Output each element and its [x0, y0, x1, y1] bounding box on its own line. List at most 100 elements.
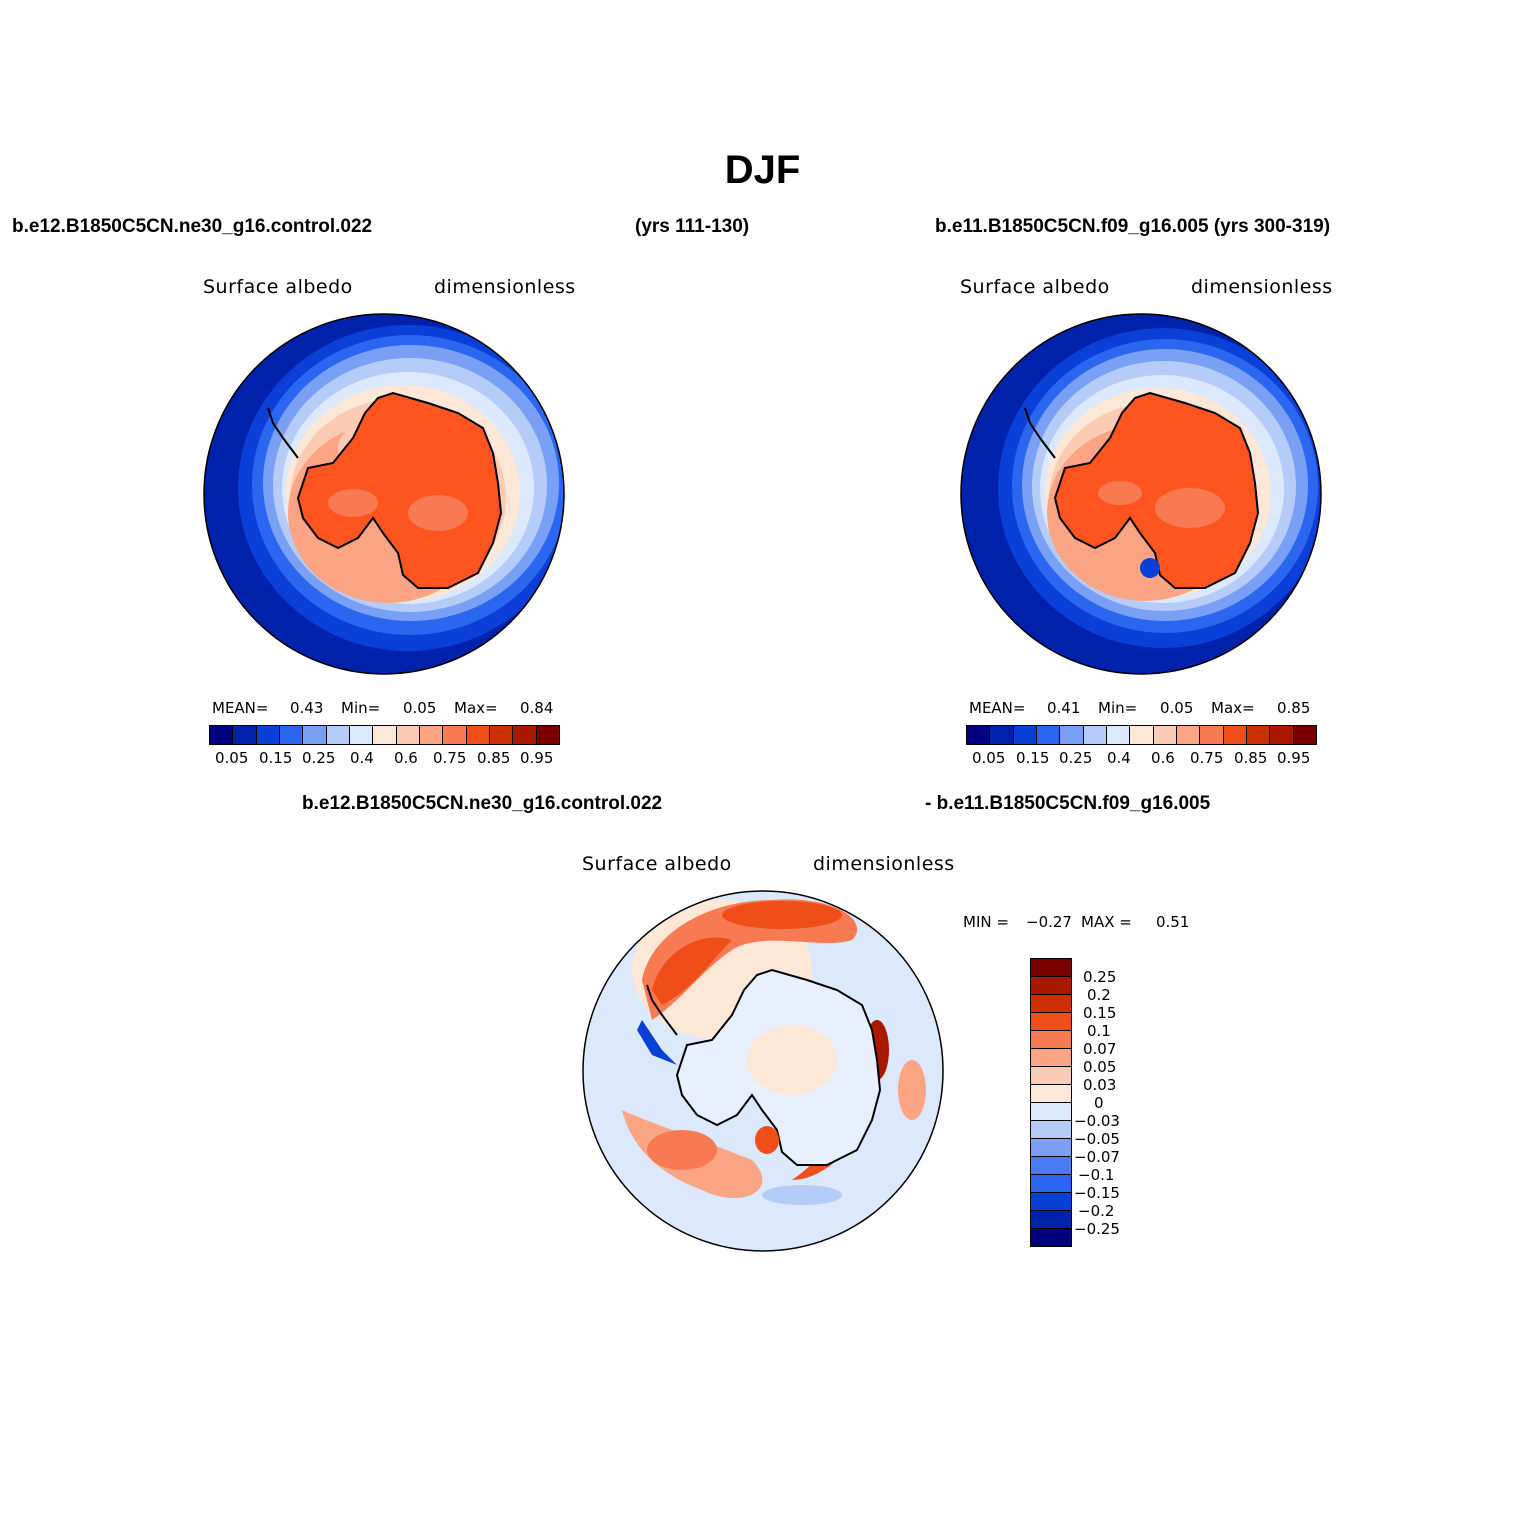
colorbar-swatch [1031, 1229, 1071, 1246]
panel3-cbar-tick: −0.25 [1074, 1220, 1120, 1238]
panel2-variable: Surface albedo [960, 276, 1110, 298]
colorbar-swatch [1060, 726, 1084, 744]
panel3-cbar-tick: 0.07 [1083, 1040, 1117, 1058]
colorbar-swatch [1176, 726, 1201, 744]
colorbar-swatch [303, 726, 327, 744]
panel3-max-value: 0.51 [1156, 913, 1190, 931]
colorbar-swatch [1031, 977, 1071, 995]
colorbar-swatch [1031, 995, 1071, 1013]
panel3-cbar-tick: 0.05 [1083, 1058, 1117, 1076]
panel2-mean-value: 0.41 [1047, 699, 1081, 717]
panel2-min-label: Min= [1098, 699, 1138, 717]
panel2-colorbar [966, 725, 1317, 745]
colorbar-swatch [513, 726, 537, 744]
colorbar-swatch [489, 726, 514, 744]
panel1-colorbar [209, 725, 560, 745]
colorbar-swatch [1031, 1175, 1071, 1193]
panel1-mean-value: 0.43 [290, 699, 324, 717]
colorbar-swatch [466, 726, 490, 744]
colorbar-swatch [419, 726, 444, 744]
colorbar-swatch [1031, 1085, 1071, 1103]
panel1-cbar-tick: 0.95 [520, 749, 554, 767]
panel2-map [960, 313, 1322, 675]
panel2-cbar-tick: 0.25 [1059, 749, 1093, 767]
panel1-cbar-tick: 0.75 [433, 749, 467, 767]
colorbar-swatch [1013, 726, 1037, 744]
panel1-max-value: 0.84 [520, 699, 554, 717]
colorbar-swatch [1031, 1067, 1071, 1085]
colorbar-swatch [233, 726, 257, 744]
panel3-units: dimensionless [813, 853, 955, 875]
panel3-cbar-tick: −0.03 [1074, 1112, 1120, 1130]
panel1-units: dimensionless [434, 276, 576, 298]
panel3-max-label: MAX = [1081, 913, 1132, 931]
panel1-cbar-tick: 0.4 [350, 749, 374, 767]
colorbar-swatch [1223, 726, 1247, 744]
panel3-colorbar [1030, 958, 1072, 1247]
colorbar-swatch [1031, 1013, 1071, 1031]
panel3-cbar-tick: −0.15 [1074, 1184, 1120, 1202]
panel1-mean-label: MEAN= [212, 699, 269, 717]
colorbar-swatch [1031, 1049, 1071, 1067]
colorbar-swatch [1130, 726, 1154, 744]
colorbar-swatch [536, 726, 559, 744]
case1-years: (yrs 111-130) [635, 216, 750, 237]
panel3-cbar-tick: 0.03 [1083, 1076, 1117, 1094]
panel1-max-label: Max= [454, 699, 498, 717]
panel3-variable: Surface albedo [582, 853, 732, 875]
colorbar-swatch [1036, 726, 1061, 744]
panel2-min-value: 0.05 [1160, 699, 1194, 717]
panel2-cbar-tick: 0.15 [1016, 749, 1050, 767]
panel1-cbar-tick: 0.05 [215, 749, 249, 767]
colorbar-swatch [1031, 1121, 1071, 1139]
diff-title-right: - b.e11.B1850C5CN.f09_g16.005 [925, 793, 1211, 814]
case2-title: b.e11.B1850C5CN.f09_g16.005 (yrs 300-319… [935, 216, 1331, 237]
colorbar-swatch [210, 726, 234, 744]
panel3-cbar-tick: −0.1 [1078, 1166, 1115, 1184]
colorbar-swatch [1031, 1031, 1071, 1049]
panel3-cbar-tick: −0.05 [1074, 1130, 1120, 1148]
panel3-cbar-tick: 0 [1094, 1094, 1104, 1112]
colorbar-swatch [1031, 959, 1071, 977]
panel2-mean-label: MEAN= [969, 699, 1026, 717]
panel2-units: dimensionless [1191, 276, 1333, 298]
colorbar-swatch [373, 726, 397, 744]
panel1-cbar-tick: 0.25 [302, 749, 336, 767]
panel3-cbar-tick: 0.15 [1083, 1004, 1117, 1022]
case1-title: b.e12.B1850C5CN.ne30_g16.control.022 [12, 216, 373, 237]
panel1-cbar-tick: 0.6 [394, 749, 418, 767]
panel3-map [582, 890, 944, 1252]
colorbar-swatch [990, 726, 1014, 744]
panel3-cbar-tick: 0.2 [1087, 986, 1111, 1004]
colorbar-swatch [967, 726, 991, 744]
panel2-cbar-tick: 0.95 [1277, 749, 1311, 767]
panel3-cbar-tick: 0.1 [1087, 1022, 1111, 1040]
colorbar-swatch [1083, 726, 1107, 744]
colorbar-swatch [256, 726, 280, 744]
panel2-cbar-tick: 0.75 [1190, 749, 1224, 767]
colorbar-swatch [349, 726, 374, 744]
colorbar-swatch [443, 726, 467, 744]
panel2-cbar-tick: 0.4 [1107, 749, 1131, 767]
panel1-variable: Surface albedo [203, 276, 353, 298]
figure-title: DJF [724, 148, 801, 192]
colorbar-swatch [1031, 1103, 1071, 1121]
colorbar-swatch [1200, 726, 1224, 744]
panel2-max-value: 0.85 [1277, 699, 1311, 717]
colorbar-swatch [1031, 1139, 1071, 1157]
panel1-min-value: 0.05 [403, 699, 437, 717]
colorbar-swatch [1031, 1193, 1071, 1211]
colorbar-swatch [1246, 726, 1271, 744]
panel3-cbar-tick: 0.25 [1083, 968, 1117, 986]
colorbar-swatch [1031, 1211, 1071, 1229]
colorbar-swatch [279, 726, 304, 744]
panel3-min-label: MIN = [963, 913, 1009, 931]
panel2-max-label: Max= [1211, 699, 1255, 717]
colorbar-swatch [1106, 726, 1131, 744]
panel2-cbar-tick: 0.6 [1151, 749, 1175, 767]
panel2-cbar-tick: 0.05 [972, 749, 1006, 767]
colorbar-swatch [1270, 726, 1294, 744]
panel3-cbar-tick: −0.07 [1074, 1148, 1120, 1166]
panel1-cbar-tick: 0.15 [259, 749, 293, 767]
